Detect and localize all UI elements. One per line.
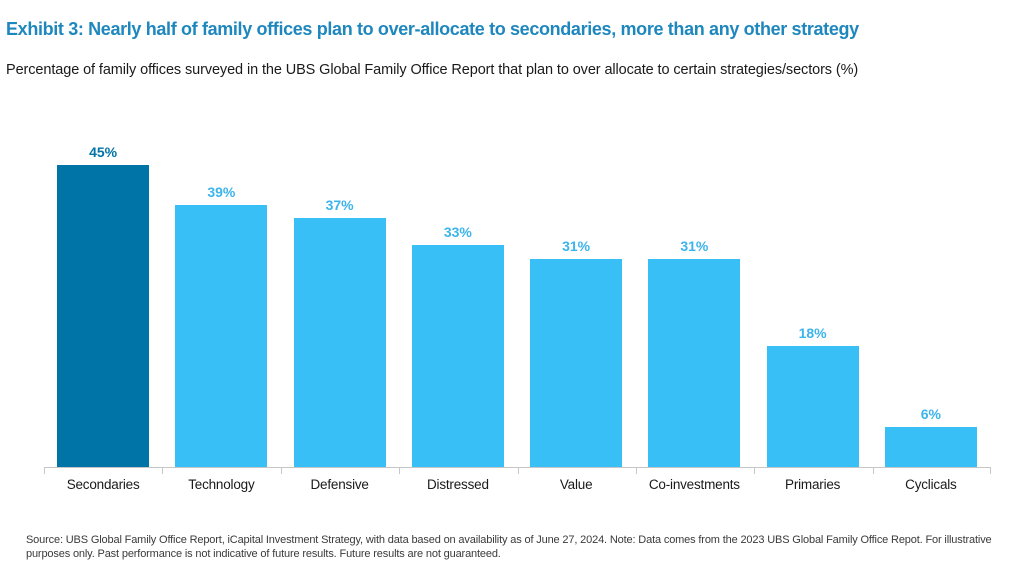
axis-tick [635, 468, 637, 474]
bar-slot: 39% [162, 120, 280, 467]
bar-slot: 31% [517, 120, 635, 467]
bar-value-label: 6% [920, 406, 941, 422]
category-label: Primaries [785, 477, 841, 492]
bar-chart: 45% 39% 37% 33% 31% 31% 18% 6% [44, 120, 990, 467]
category-label: Distressed [426, 477, 489, 492]
bar-value-label: 31% [680, 238, 709, 254]
category-label: Value [559, 477, 593, 492]
bar-value-label: 33% [443, 224, 472, 240]
source-footnote: Source: UBS Global Family Office Report,… [26, 534, 992, 561]
bar-slot: 33% [399, 120, 517, 467]
bar-value-label: 18% [798, 325, 827, 341]
category-label: Co-investments [648, 477, 740, 492]
bar-value-label: 31% [562, 238, 591, 254]
axis-tick [399, 468, 401, 474]
bar [884, 427, 977, 467]
category-label: Technology [188, 477, 255, 492]
bar-value-label: 37% [325, 197, 354, 213]
bar [57, 165, 150, 467]
axis-tick [280, 468, 282, 474]
axis-tick [872, 468, 874, 474]
page-title: Exhibit 3: Nearly half of family offices… [6, 19, 859, 39]
bar [766, 346, 859, 467]
category-label: Cyclicals [905, 477, 957, 492]
bar [293, 218, 386, 467]
bar [411, 245, 504, 467]
bar [175, 205, 268, 467]
axis-tick [162, 468, 164, 474]
category-label: Defensive [310, 477, 369, 492]
bar-value-label: 39% [207, 184, 236, 200]
chart-subtitle: Percentage of family offices surveyed in… [6, 62, 859, 78]
bar [648, 259, 741, 467]
x-axis-category-labels: Secondaries Technology Defensive Distressed… [44, 477, 990, 492]
bar-slot: 45% [44, 120, 162, 467]
axis-tick [517, 468, 519, 474]
bar-slot: 18% [754, 120, 872, 467]
axis-tick [990, 468, 991, 474]
bar-slot: 6% [872, 120, 990, 467]
axis-tick [754, 468, 756, 474]
x-axis-line [44, 467, 991, 475]
axis-tick [44, 468, 45, 474]
bar-slot: 37% [281, 120, 399, 467]
bar-value-label: 45% [89, 144, 118, 160]
category-label: Secondaries [66, 477, 140, 492]
bar [530, 259, 623, 467]
bar-slot: 31% [635, 120, 753, 467]
